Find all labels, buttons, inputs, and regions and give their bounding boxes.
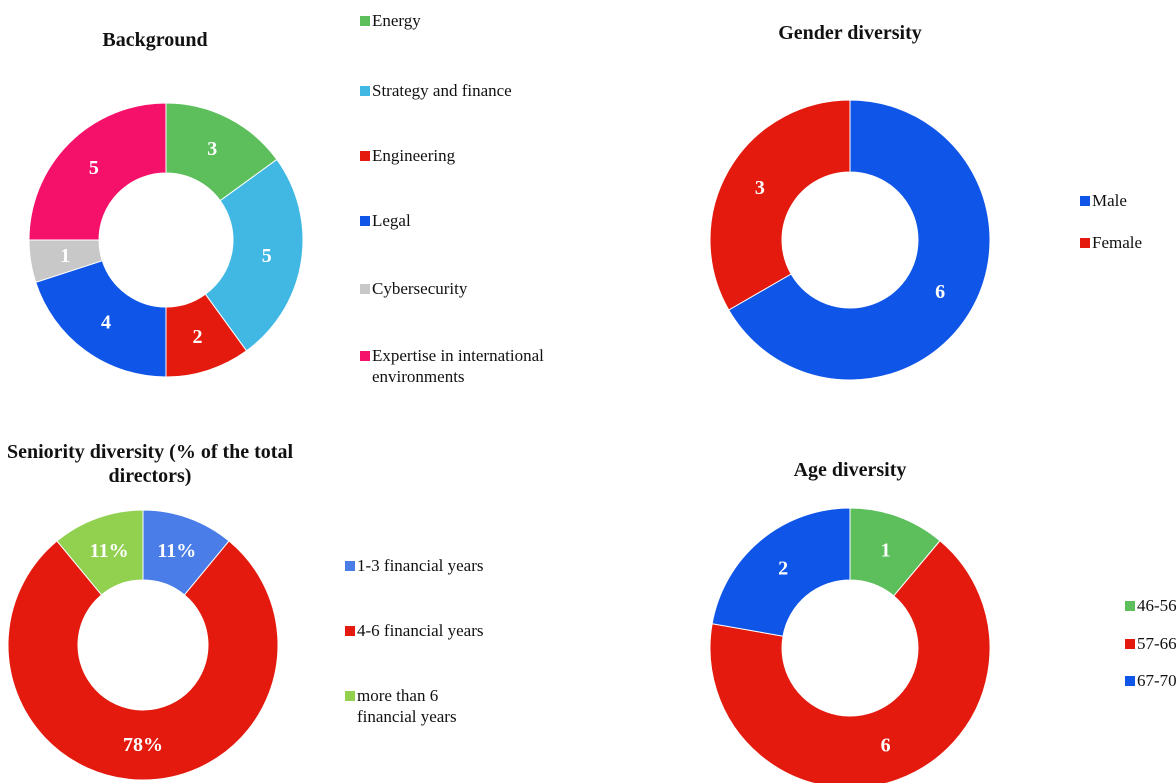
legend-swatch <box>360 16 370 26</box>
legend-swatch <box>1125 676 1135 686</box>
legend-item: 46-56 <box>1125 595 1176 616</box>
legend-item: Energy <box>360 10 560 31</box>
legend-swatch <box>345 691 355 701</box>
legend-item: more than 6 financial years <box>345 685 485 727</box>
legend-swatch <box>360 86 370 96</box>
legend-label: 57-66 <box>1137 634 1176 653</box>
data-label: 3 <box>207 138 217 160</box>
legend-swatch <box>360 351 370 361</box>
data-label: 11% <box>90 540 129 562</box>
legend-label: Female <box>1092 233 1143 252</box>
legend-swatch <box>360 216 370 226</box>
legend-item: Female <box>1080 232 1176 253</box>
chart-title: Seniority diversity (% of the total dire… <box>6 441 294 487</box>
legend-swatch <box>360 284 370 294</box>
legend-label: 1-3 financial years <box>357 556 484 575</box>
slice <box>56 509 144 596</box>
slice <box>204 158 304 352</box>
legend-label: Engineering <box>372 146 456 165</box>
data-label: 1 <box>60 245 70 267</box>
slice <box>728 99 991 381</box>
legend-item: Strategy and finance <box>360 80 560 101</box>
legend-item: 67-70 <box>1125 670 1176 691</box>
legend-item: Legal <box>360 210 560 231</box>
legend-item: Engineering <box>360 145 560 166</box>
legend-label: 67-70 <box>1137 671 1176 690</box>
legend-label: Strategy and finance <box>372 81 512 100</box>
data-label: 11% <box>157 540 196 562</box>
legend-label: 4-6 financial years <box>357 621 484 640</box>
legend-item: Male <box>1080 190 1176 211</box>
data-label: 6 <box>935 281 945 303</box>
legend-label: Energy <box>372 11 421 30</box>
slice <box>709 540 991 783</box>
data-label: 5 <box>262 245 272 267</box>
data-label: 1 <box>881 539 891 561</box>
legend-label: Legal <box>372 211 411 230</box>
slice <box>709 99 851 311</box>
legend-item: 1-3 financial years <box>345 555 485 576</box>
data-label: 5 <box>89 157 99 179</box>
legend-item: Expertise in international environments <box>360 345 560 387</box>
legend-label: Male <box>1092 191 1127 210</box>
legend-swatch <box>1080 238 1090 248</box>
legend-swatch <box>1125 639 1135 649</box>
slice <box>35 260 167 378</box>
chart-title: Age diversity <box>793 459 907 481</box>
slice <box>7 540 279 781</box>
legend-swatch <box>345 561 355 571</box>
legend-label: Cybersecurity <box>372 279 468 298</box>
legend-swatch <box>1080 196 1090 206</box>
legend-item: 4-6 financial years <box>345 620 485 641</box>
legend-swatch <box>1125 601 1135 611</box>
data-label: 4 <box>101 312 111 334</box>
legend-swatch <box>345 626 355 636</box>
data-label: 3 <box>755 177 765 199</box>
legend-label: more than 6 financial years <box>357 686 457 726</box>
chart-title: Gender diversity <box>778 22 922 44</box>
data-label: 2 <box>778 557 788 579</box>
slice <box>711 507 851 637</box>
legend-label: 46-56 <box>1137 596 1176 615</box>
legend-label: Expertise in international environments <box>372 346 544 386</box>
chart-title: Background <box>102 29 208 51</box>
slice <box>28 102 167 241</box>
legend-item: Cybersecurity <box>360 278 560 299</box>
data-label: 6 <box>881 735 891 757</box>
data-label: 78% <box>123 734 163 756</box>
legend-swatch <box>360 151 370 161</box>
data-label: 2 <box>193 326 203 348</box>
legend-item: 57-66 <box>1125 633 1176 654</box>
